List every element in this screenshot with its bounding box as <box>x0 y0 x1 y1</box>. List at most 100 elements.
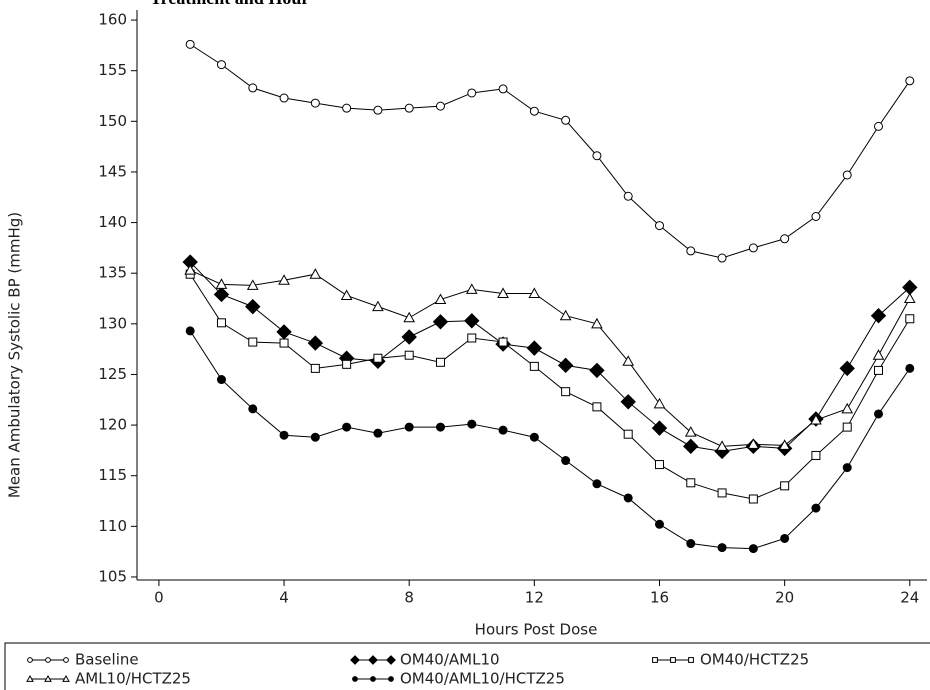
marker <box>388 676 394 682</box>
marker <box>44 674 52 682</box>
marker <box>842 170 852 180</box>
marker <box>747 438 760 449</box>
marker <box>591 317 603 329</box>
marker <box>839 360 855 377</box>
marker <box>717 253 727 263</box>
marker <box>467 419 477 429</box>
marker <box>652 657 658 663</box>
x-tick-label: 8 <box>404 589 414 607</box>
marker <box>185 39 195 49</box>
y-tick-label: 135 <box>98 264 127 282</box>
marker <box>62 674 70 682</box>
x-tick-label: 4 <box>279 589 289 607</box>
chart-title: Treatment and Hour <box>150 0 309 8</box>
marker <box>386 655 396 665</box>
marker <box>464 313 480 329</box>
marker <box>45 657 51 663</box>
marker <box>780 234 790 244</box>
marker <box>688 657 694 663</box>
marker <box>342 359 352 369</box>
marker <box>342 103 352 113</box>
marker <box>654 221 664 231</box>
marker <box>683 438 699 455</box>
marker <box>373 428 383 438</box>
y-tick-label: 160 <box>98 11 127 29</box>
marker <box>279 338 289 348</box>
marker <box>276 324 292 340</box>
marker <box>342 422 352 432</box>
marker <box>623 191 633 201</box>
marker <box>684 426 697 437</box>
marker <box>63 657 69 663</box>
marker <box>903 292 916 304</box>
marker <box>529 432 539 442</box>
marker <box>248 337 258 347</box>
marker <box>620 394 636 410</box>
marker <box>717 543 727 553</box>
marker <box>810 413 822 425</box>
marker <box>245 298 261 315</box>
marker <box>686 539 696 549</box>
marker <box>748 544 758 554</box>
marker <box>248 404 258 414</box>
y-tick-label: 115 <box>98 466 127 484</box>
marker <box>310 432 320 442</box>
marker <box>465 283 478 294</box>
marker <box>561 456 571 466</box>
marker <box>748 494 758 504</box>
marker <box>279 430 289 440</box>
marker <box>622 355 635 366</box>
marker <box>404 350 414 360</box>
marker <box>529 361 539 371</box>
marker <box>528 287 541 298</box>
y-tick-label: 130 <box>98 314 127 332</box>
marker <box>686 246 696 256</box>
x-tick-label: 16 <box>650 589 669 607</box>
marker <box>216 375 226 385</box>
x-tick-label: 20 <box>775 589 794 607</box>
marker <box>623 429 633 439</box>
marker <box>498 84 508 94</box>
y-tick-label: 125 <box>98 365 127 383</box>
marker <box>213 286 230 303</box>
marker <box>778 439 791 450</box>
legend-label: OM40/HCTZ25 <box>700 651 809 669</box>
marker <box>557 357 574 374</box>
marker <box>216 60 226 70</box>
marker <box>498 425 508 435</box>
marker <box>526 340 543 356</box>
marker <box>27 657 33 663</box>
marker <box>467 88 477 98</box>
y-tick-label: 120 <box>98 416 127 434</box>
marker <box>874 365 884 375</box>
marker <box>870 308 887 324</box>
marker <box>780 481 790 491</box>
y-tick-label: 110 <box>98 517 127 535</box>
y-tick-label: 145 <box>98 162 127 180</box>
marker <box>310 363 320 373</box>
marker <box>340 289 353 300</box>
marker <box>905 76 915 86</box>
marker <box>872 349 885 360</box>
marker <box>811 211 821 221</box>
marker <box>307 335 324 351</box>
marker <box>811 503 821 513</box>
legend-label: Baseline <box>75 651 139 669</box>
y-axis-label: Mean Ambulatory Systolic BP (mmHg) <box>6 212 24 498</box>
marker <box>589 362 605 379</box>
marker <box>309 268 322 279</box>
series-line <box>189 261 911 452</box>
marker <box>780 533 790 543</box>
marker <box>905 363 915 373</box>
marker <box>651 420 668 436</box>
marker <box>841 402 854 414</box>
marker <box>717 488 727 498</box>
marker <box>278 274 290 285</box>
legend-box <box>4 642 930 690</box>
x-axis-label: Hours Post Dose <box>475 621 598 639</box>
marker <box>592 151 602 161</box>
x-tick-label: 24 <box>900 589 919 607</box>
marker <box>26 674 34 682</box>
